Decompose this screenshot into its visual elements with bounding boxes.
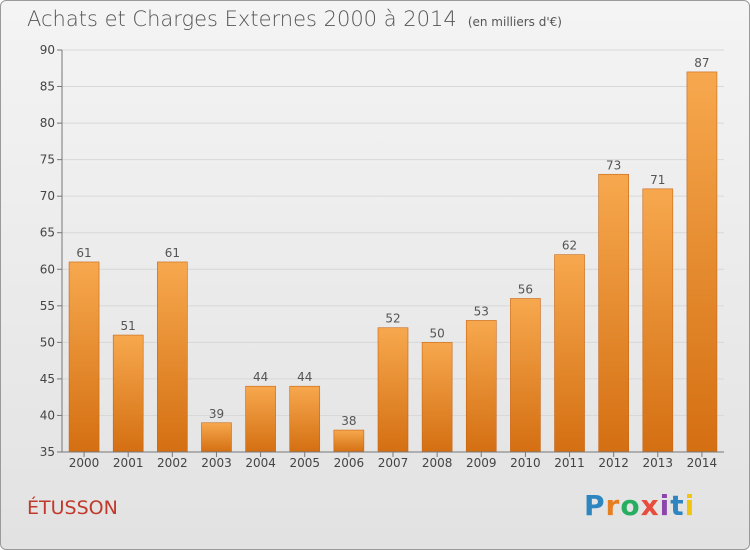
y-tick-label: 60 xyxy=(40,262,55,276)
bar xyxy=(465,320,497,453)
value-label: 44 xyxy=(253,370,268,384)
bar xyxy=(68,261,100,453)
x-tick-label: 2008 xyxy=(422,456,453,470)
x-tick-label: 2009 xyxy=(466,456,497,470)
value-label: 39 xyxy=(209,407,224,421)
unit-text: (en milliers d'€) xyxy=(467,15,562,29)
value-label: 50 xyxy=(429,326,444,340)
x-tick-label: 2003 xyxy=(201,456,232,470)
bar xyxy=(245,385,276,453)
bar xyxy=(112,334,144,453)
logo-letter: r xyxy=(605,489,621,522)
x-tick-label: 2002 xyxy=(157,456,188,470)
y-tick-label: 70 xyxy=(40,189,55,203)
bar xyxy=(554,254,585,453)
y-tick-label: 85 xyxy=(40,80,55,94)
value-label: 53 xyxy=(474,304,489,318)
axes: 35 40 45 50 55 60 65 70 75 80 85 90 2000 2001 2002 2003… xyxy=(40,43,724,470)
logo-letter: i xyxy=(684,489,696,522)
value-label: 73 xyxy=(606,158,621,172)
value-label: 52 xyxy=(385,312,400,326)
title-text: Achats et Charges Externes 2000 à 2014 xyxy=(27,7,457,31)
logo-letter: t xyxy=(670,489,685,522)
bar xyxy=(642,188,674,453)
bar xyxy=(157,261,188,453)
bar xyxy=(598,173,629,453)
x-tick-label: 2010 xyxy=(510,456,541,470)
y-tick-label: 50 xyxy=(40,335,55,349)
chart-title: Achats et Charges Externes 2000 à 2014 (… xyxy=(27,7,562,31)
value-label: 44 xyxy=(297,370,312,384)
logo-letter: x xyxy=(640,489,660,522)
proxiti-logo: Proxiti xyxy=(584,489,695,522)
x-tick-label: 2012 xyxy=(598,456,629,470)
x-tick-label: 2014 xyxy=(687,456,718,470)
y-tick-label: 40 xyxy=(40,408,55,422)
x-tick-label: 2001 xyxy=(113,456,144,470)
x-tick-label: 2007 xyxy=(378,456,409,470)
x-tick-label: 2013 xyxy=(643,456,674,470)
y-tick-label: 65 xyxy=(40,226,55,240)
x-tick-label: 2006 xyxy=(334,456,365,470)
y-tick-label: 75 xyxy=(40,153,55,167)
bar xyxy=(289,385,321,453)
y-tick-label: 35 xyxy=(40,445,55,459)
bar xyxy=(201,422,232,453)
bars: 61 51 61 39 44 44 38 52 50 53 56 62 73 71 87 xyxy=(68,56,718,453)
logo-letter: i xyxy=(659,489,671,522)
value-label: 62 xyxy=(562,239,577,253)
x-tick-label: 2011 xyxy=(554,456,585,470)
y-tick-label: 55 xyxy=(40,299,55,313)
logo-letter: o xyxy=(620,489,641,522)
y-tick-label: 45 xyxy=(40,372,55,386)
bar xyxy=(377,327,409,453)
value-label: 56 xyxy=(518,283,533,297)
value-label: 61 xyxy=(165,246,180,260)
value-label: 87 xyxy=(694,56,709,70)
bar xyxy=(510,298,541,453)
bar xyxy=(421,342,453,453)
x-tick-label: 2000 xyxy=(69,456,100,470)
x-tick-label: 2004 xyxy=(245,456,276,470)
value-label: 38 xyxy=(341,414,356,428)
logo-letter: P xyxy=(584,489,606,522)
bar xyxy=(686,71,718,453)
value-label: 61 xyxy=(76,246,91,260)
value-label: 71 xyxy=(650,173,665,187)
commune-name: ÉTUSSON xyxy=(27,497,118,519)
y-tick-label: 80 xyxy=(40,116,55,130)
value-label: 51 xyxy=(121,319,136,333)
bar xyxy=(333,429,365,453)
y-tick-label: 90 xyxy=(40,43,55,57)
x-tick-label: 2005 xyxy=(289,456,320,470)
